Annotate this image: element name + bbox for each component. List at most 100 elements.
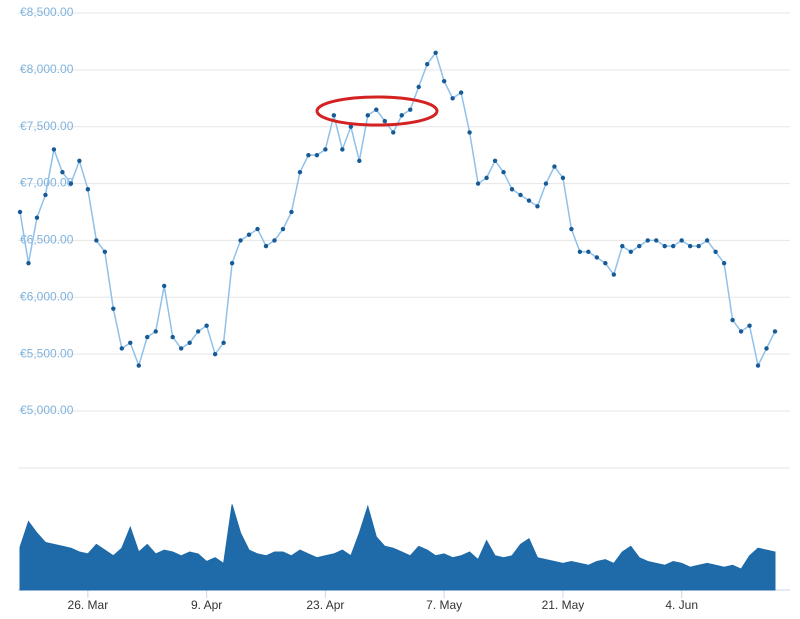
price-point: [501, 170, 506, 175]
x-tick-label: 23. Apr: [306, 598, 344, 612]
price-point: [128, 340, 133, 345]
price-point: [704, 238, 710, 243]
price-point: [297, 170, 303, 175]
price-point: [77, 158, 82, 164]
price-point: [577, 249, 583, 254]
y-tick-label: €7,500.00: [20, 119, 74, 133]
y-tick-label: €6,500.00: [20, 233, 74, 247]
price-point: [34, 215, 40, 220]
price-point: [721, 260, 727, 266]
x-tick-label: 7. May: [426, 598, 462, 612]
x-tick-label: 21. May: [542, 598, 585, 612]
price-point: [382, 118, 387, 124]
price-point: [204, 323, 209, 328]
volume-area: [19, 504, 776, 591]
price-point: [594, 255, 600, 260]
price-point: [458, 90, 464, 95]
price-point: [586, 249, 591, 254]
price-point: [620, 243, 625, 249]
price-point: [492, 158, 498, 164]
price-point: [509, 187, 515, 192]
price-point: [484, 175, 489, 181]
price-point: [43, 192, 48, 198]
price-point: [136, 363, 141, 368]
price-point: [755, 363, 761, 368]
price-point: [272, 238, 277, 243]
price-point: [662, 243, 667, 249]
price-point: [314, 152, 320, 158]
price-point: [331, 113, 337, 118]
price-point: [535, 204, 540, 209]
price-point: [416, 84, 421, 90]
price-point: [696, 243, 701, 249]
price-point: [145, 334, 150, 340]
y-tick-label: €6,000.00: [20, 289, 74, 303]
price-point: [441, 79, 447, 84]
price-point: [611, 272, 617, 277]
price-point: [543, 181, 549, 186]
price-point: [450, 96, 455, 101]
price-point: [628, 249, 633, 254]
price-point: [263, 243, 269, 249]
price-point: [170, 334, 175, 340]
price-point: [645, 238, 650, 243]
price-point: [374, 107, 379, 112]
price-point: [518, 192, 523, 198]
price-point: [51, 147, 57, 152]
price-point: [569, 226, 574, 232]
price-point: [671, 243, 676, 249]
price-point: [255, 226, 260, 232]
x-tick-label: 4. Jun: [665, 598, 698, 612]
price-point: [306, 152, 311, 158]
price-point: [280, 226, 286, 232]
price-point: [408, 107, 413, 112]
price-point: [526, 198, 532, 203]
price-point: [178, 346, 184, 351]
highlight-ellipse: [315, 95, 439, 127]
y-tick-label: €5,000.00: [20, 403, 74, 417]
price-point: [94, 238, 99, 243]
price-point: [85, 187, 91, 192]
price-point: [730, 317, 735, 323]
price-point: [119, 346, 124, 351]
price-point: [475, 181, 481, 186]
y-tick-label: €8,500.00: [20, 5, 74, 19]
price-point: [560, 175, 566, 181]
price-point: [399, 113, 404, 118]
price-point: [111, 306, 116, 311]
price-point: [187, 340, 192, 345]
price-point: [467, 130, 472, 135]
price-point: [747, 323, 752, 328]
price-point: [102, 249, 108, 254]
price-point: [229, 260, 235, 266]
price-point: [26, 260, 31, 266]
price-point: [552, 164, 557, 169]
price-point: [323, 147, 328, 152]
x-tick-label: 9. Apr: [191, 598, 222, 612]
price-point: [340, 147, 345, 152]
price-point: [195, 329, 201, 334]
price-point: [687, 243, 693, 249]
price-point: [17, 209, 23, 215]
price-point: [357, 158, 362, 164]
price-point: [212, 351, 218, 357]
price-point: [221, 340, 226, 345]
y-tick-label: €7,000.00: [20, 176, 74, 190]
price-point: [68, 181, 74, 186]
y-tick-label: €8,000.00: [20, 62, 74, 76]
price-point: [391, 130, 396, 135]
price-point: [603, 260, 608, 266]
price-point: [738, 329, 744, 334]
price-point: [60, 170, 65, 175]
price-point: [679, 238, 684, 243]
price-point: [246, 232, 252, 237]
price-point: [424, 61, 430, 67]
price-point: [238, 238, 243, 243]
price-point: [654, 238, 659, 243]
price-point: [162, 283, 167, 289]
price-point: [772, 329, 778, 334]
price-point: [153, 329, 158, 334]
price-point: [433, 50, 438, 55]
y-tick-label: €5,500.00: [20, 346, 74, 360]
price-point: [348, 124, 354, 129]
